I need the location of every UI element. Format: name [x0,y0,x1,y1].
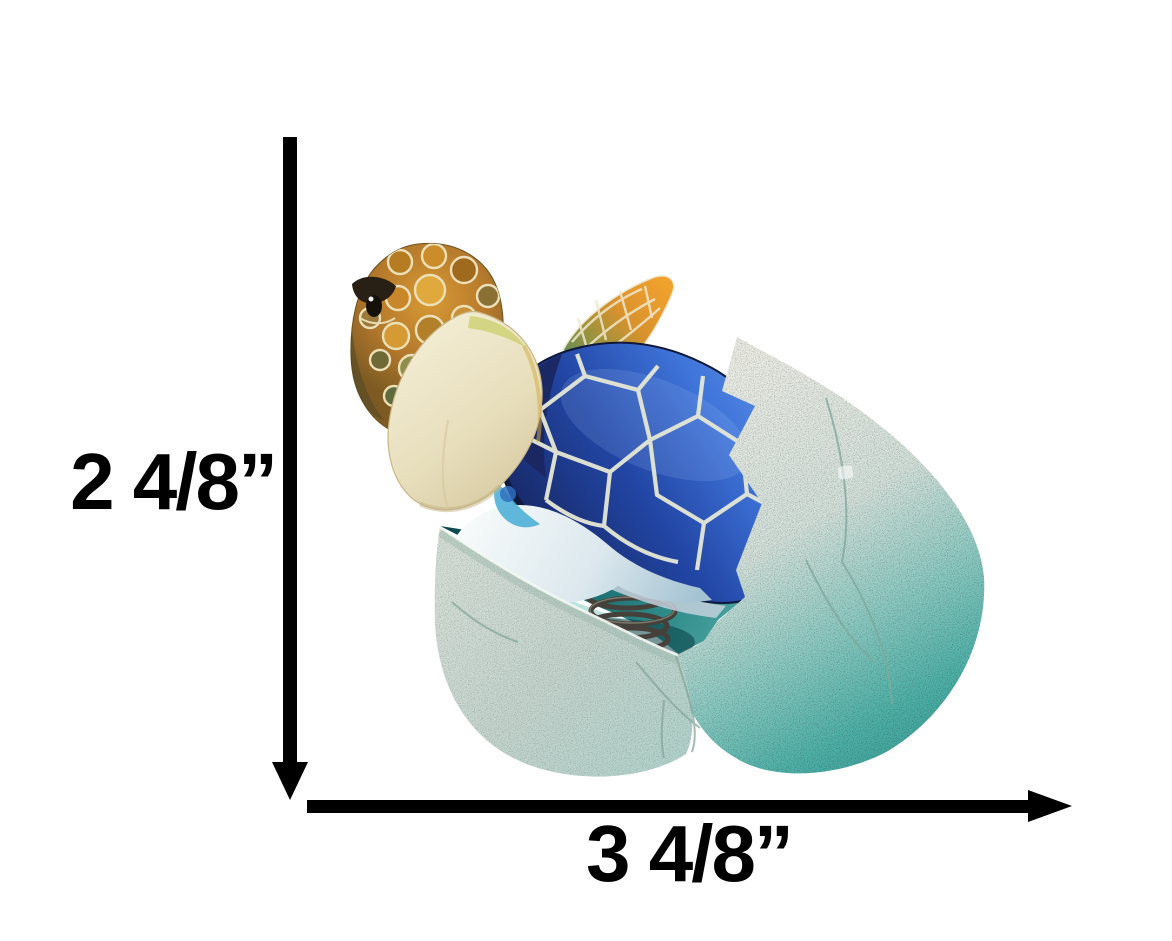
height-dimension-label: 2 4/8” [70,437,278,526]
egg-shell-back-graphic [676,337,985,774]
width-dimension-label: 3 4/8” [586,809,794,898]
width-arrow-line [307,800,1030,813]
turtle-eye-graphic [352,276,396,325]
egg-shell-front-graphic [434,525,701,777]
width-arrow-head-icon [1028,790,1072,822]
turtle-front-flipper-graphic [387,311,543,513]
height-arrow-line [283,137,297,764]
height-arrow-head-icon [272,762,308,800]
product-image-turtle-egg-figurine [350,242,985,777]
